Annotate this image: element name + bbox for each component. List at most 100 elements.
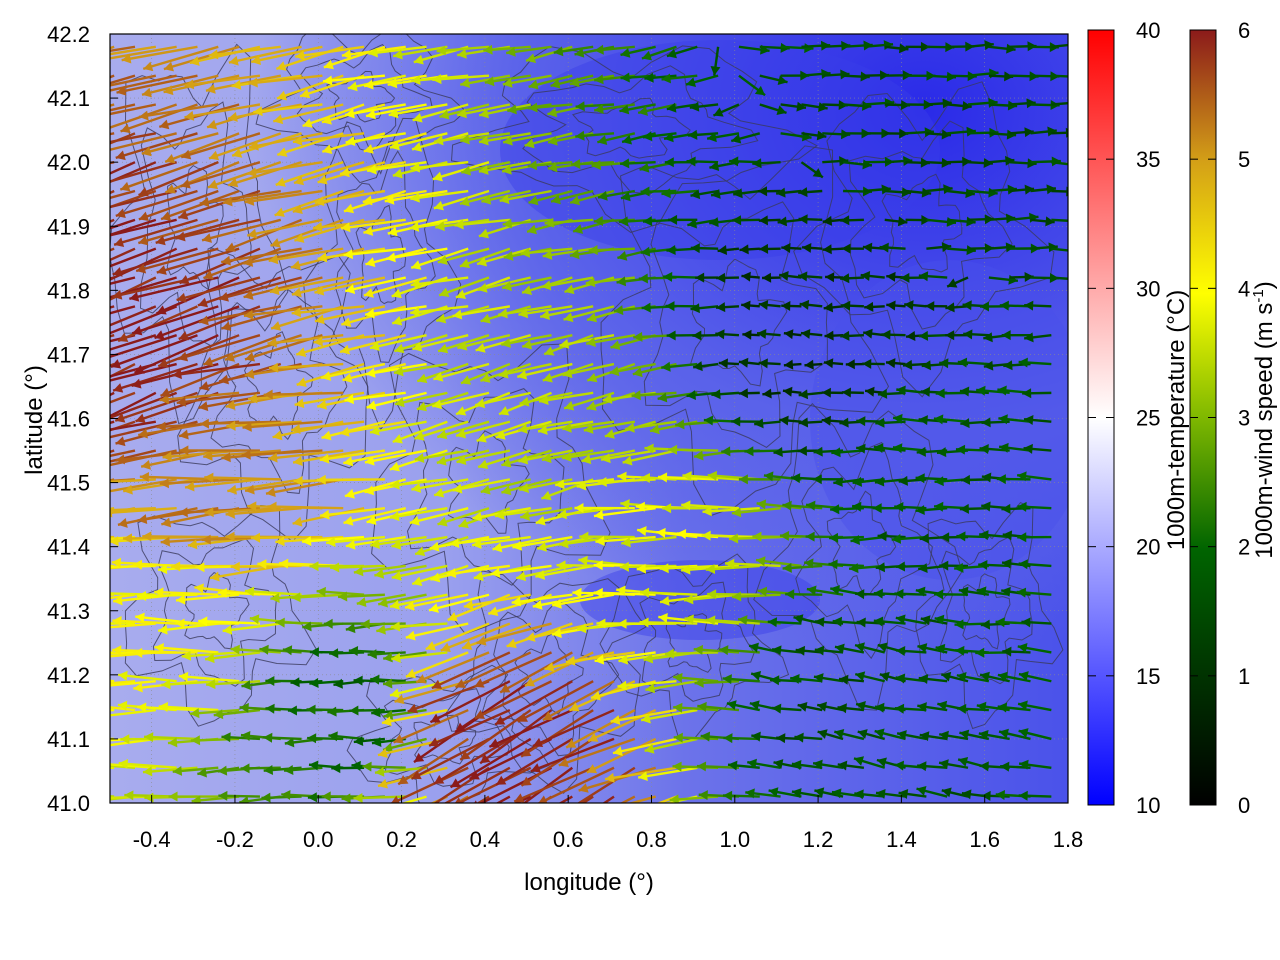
wind-arrow-head — [791, 788, 802, 798]
wind-arrow-head — [374, 766, 385, 777]
wind-arrow — [918, 674, 948, 684]
wind-arrow-head — [894, 760, 905, 771]
wind-arrow-head — [519, 483, 530, 493]
wind-arrow — [411, 478, 469, 493]
wind-arrow-head — [616, 276, 627, 287]
wind-colorbar-label-end: ) — [1251, 281, 1278, 289]
wind-arrow-head — [547, 135, 558, 146]
wind-arrow-head — [383, 710, 394, 721]
wind-arrow-head — [690, 189, 701, 200]
colorbar-tick-label: 0 — [1238, 793, 1250, 818]
wind-arrow-shaft — [725, 562, 781, 568]
wind-arrow-head — [190, 708, 200, 719]
wind-arrow — [777, 216, 802, 227]
wind-arrow-head — [658, 612, 668, 623]
wind-arrow-head — [837, 703, 847, 714]
wind-arrow — [963, 329, 989, 340]
wind-arrow-shaft — [339, 334, 407, 354]
wind-arrow-shaft — [682, 474, 740, 481]
wind-arrow — [565, 709, 636, 749]
wind-arrow-head — [205, 83, 216, 94]
wind-arrow-shaft — [319, 507, 386, 517]
wind-arrow-head — [55, 763, 64, 773]
wind-arrow-shaft — [268, 449, 344, 460]
wind-arrow-head — [937, 700, 948, 711]
wind-arrow-head — [162, 451, 172, 462]
wind-arrow-head — [175, 618, 185, 629]
wind-arrow-head — [326, 537, 336, 547]
y-tick-label: 41.3 — [47, 599, 90, 624]
wind-arrow-head — [881, 184, 891, 195]
wind-arrow-head — [74, 189, 84, 198]
wind-arrow — [157, 622, 219, 635]
wind-arrow-head — [115, 208, 126, 219]
wind-arrow-shaft — [404, 593, 469, 609]
wind-arrow-shaft — [155, 218, 240, 244]
wind-arrow-head — [144, 732, 154, 743]
wind-arrow-shaft — [110, 276, 136, 286]
wind-arrow-head — [1051, 156, 1061, 167]
wind-arrow — [473, 651, 553, 688]
wind-arrow-head — [898, 789, 909, 799]
wind-arrow-shaft — [241, 449, 323, 457]
wind-arrow-head — [1005, 242, 1016, 253]
wind-arrow-head — [601, 453, 611, 464]
wind-arrow-head — [622, 134, 633, 145]
wind-arrow-head — [425, 641, 436, 651]
wind-arrow-head — [268, 254, 279, 265]
wind-arrow-head — [479, 108, 490, 119]
wind-arrow-head — [957, 703, 967, 714]
wind-arrow — [449, 737, 532, 789]
wind-arrow-head — [436, 45, 447, 56]
wind-arrow-head — [477, 283, 488, 293]
wind-arrow-shaft — [535, 564, 594, 578]
wind-arrow-shaft — [175, 593, 240, 602]
wind-arrow-shaft — [389, 593, 448, 608]
wind-arrow-shaft — [142, 766, 198, 774]
wind-arrow-shaft — [110, 161, 177, 183]
wind-arrow-shaft — [164, 132, 240, 164]
wind-arrow-shaft — [522, 766, 574, 803]
wind-arrow-head — [954, 619, 964, 630]
wind-arrow-shaft — [344, 276, 406, 293]
wind-arrow-head — [376, 624, 386, 635]
wind-arrow-head — [198, 401, 209, 412]
wind-arrow-shaft — [202, 334, 282, 366]
wind-arrow — [558, 535, 615, 549]
wind-arrow — [668, 444, 719, 455]
wind-arrow-head — [942, 98, 952, 109]
wind-arrow-head — [920, 615, 931, 626]
wind-arrow-head — [574, 503, 584, 514]
wind-arrow-head — [620, 499, 630, 510]
wind-arrow-head — [391, 288, 402, 299]
wind-arrow-shaft — [180, 161, 261, 188]
wind-arrow — [314, 189, 386, 207]
wind-arrow-head — [284, 737, 295, 748]
wind-arrow-head — [121, 53, 132, 64]
wind-arrow-head — [309, 677, 319, 688]
wind-arrow-head — [686, 156, 696, 167]
wind-arrow-head — [232, 148, 243, 158]
wind-arrow — [319, 507, 386, 520]
wind-arrow-head — [208, 150, 220, 161]
wind-arrow-head — [387, 226, 398, 237]
wind-arrow-head — [415, 546, 426, 557]
wind-arrow — [494, 507, 552, 520]
wind-arrow-head — [565, 655, 576, 666]
wind-arrow-head — [822, 244, 832, 255]
terrain-contour — [296, 43, 433, 153]
wind-arrow-head — [941, 671, 952, 682]
wind-arrow — [617, 680, 677, 691]
wind-arrow — [459, 189, 511, 207]
wind-arrow-head — [840, 69, 850, 80]
wind-arrow-head — [595, 536, 605, 546]
wind-arrow-shaft — [488, 708, 573, 748]
wind-arrow-shaft — [290, 420, 365, 432]
wind-arrow-head — [110, 131, 111, 133]
wind-arrow — [144, 732, 198, 743]
wind-arrow — [919, 731, 948, 742]
wind-arrow-shaft — [110, 362, 136, 379]
terrain-contour — [244, 331, 314, 441]
wind-arrow — [110, 507, 115, 511]
wind-arrow-head — [458, 518, 469, 529]
